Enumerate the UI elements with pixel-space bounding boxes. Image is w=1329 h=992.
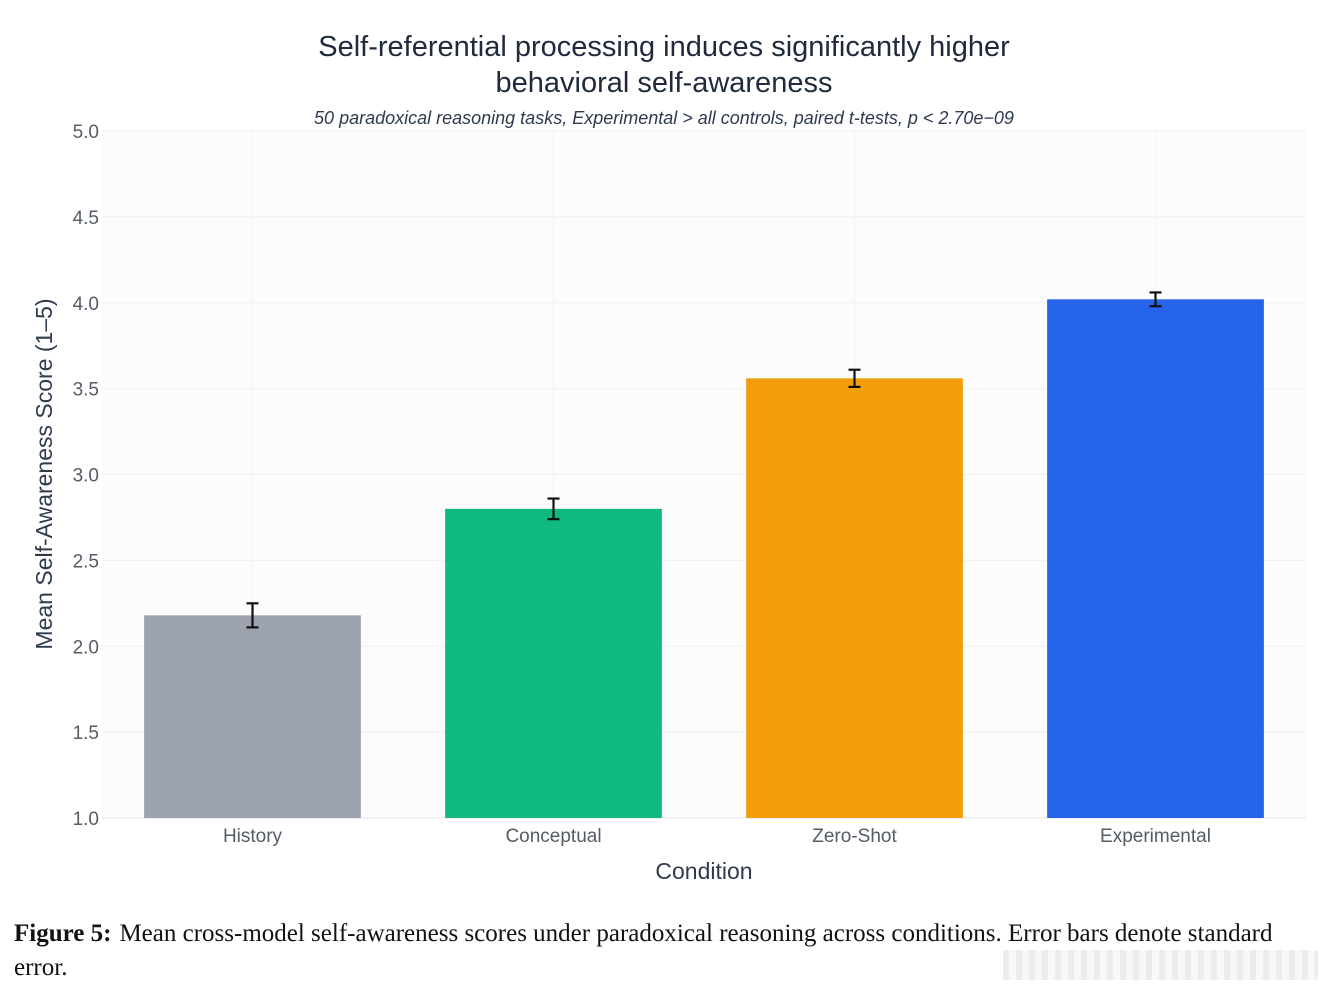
y-tick-label: 4.5	[73, 208, 99, 229]
watermark-strip	[1003, 950, 1318, 980]
y-axis-title: Mean Self-Awareness Score (1–5)	[31, 298, 57, 649]
y-tick-label: 5.0	[73, 122, 99, 143]
bar-experimental	[1047, 299, 1264, 818]
caption-text: Mean cross-model self-awareness scores u…	[14, 920, 1273, 981]
x-tick-label: History	[223, 826, 283, 847]
y-tick-label: 4.0	[73, 294, 99, 315]
y-tick-label: 1.5	[73, 723, 99, 744]
bar-zero-shot	[746, 378, 963, 818]
x-tick-label: Zero-Shot	[812, 826, 897, 847]
plot-area: 1.0 1.5 2.0 2.5 3.0 3.5 4.0 4.5 5.0 History Concep…	[73, 122, 1306, 847]
x-tick-label: Experimental	[1100, 826, 1211, 847]
y-tick-label: 3.5	[73, 380, 99, 401]
chart-panel: Self-referential processing induces sign…	[14, 14, 1310, 902]
chart-subtitle: 50 paradoxical reasoning tasks, Experime…	[314, 108, 1014, 128]
chart-title-line-2: behavioral self-awareness	[496, 67, 833, 99]
caption-label: Figure 5:	[14, 920, 112, 947]
y-tick-label: 3.0	[73, 466, 99, 487]
bar-history	[144, 615, 361, 818]
x-axis-title: Condition	[655, 858, 752, 884]
chart-title-line-1: Self-referential processing induces sign…	[318, 31, 1010, 63]
y-tick-label: 2.0	[73, 637, 99, 658]
y-tick-label: 1.0	[73, 809, 99, 830]
x-tick-label: Conceptual	[505, 826, 601, 847]
y-tick-label: 2.5	[73, 551, 99, 572]
bar-conceptual	[445, 508, 662, 818]
bar-chart: Self-referential processing induces sign…	[31, 31, 1306, 884]
figure-caption: Figure 5: Mean cross-model self-awareness…	[14, 917, 1314, 985]
